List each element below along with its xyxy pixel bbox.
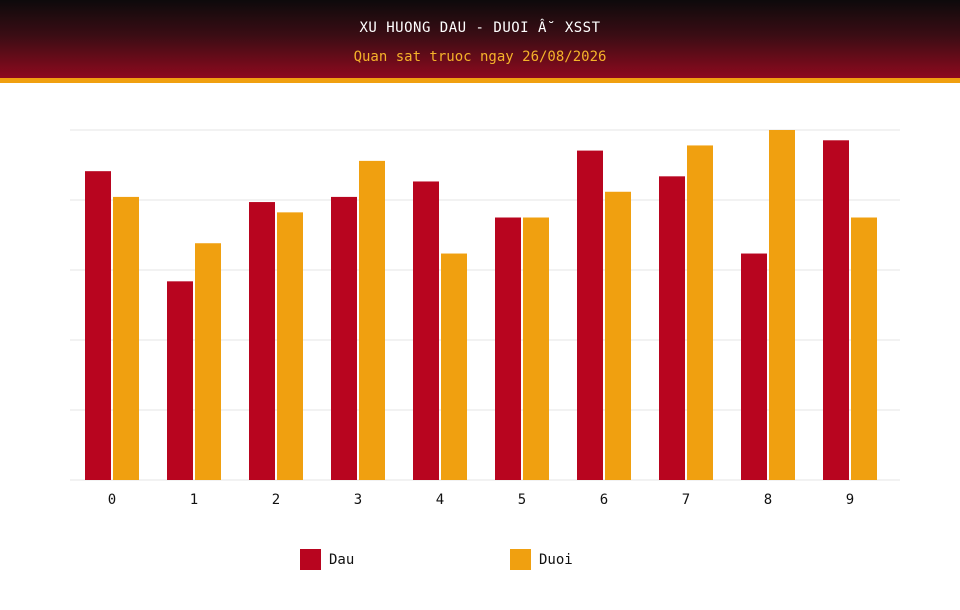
x-tick-label: 2 [272, 492, 280, 508]
legend-label-duoi: Duoi [539, 551, 573, 568]
bar-duoi-4[interactable] [441, 253, 467, 480]
x-tick-label: 9 [846, 492, 854, 508]
bar-duoi-1[interactable] [195, 243, 221, 480]
bar-duoi-7[interactable] [687, 145, 713, 481]
chart-header: XU HUONG DAU - DUOI Â˘ XSST Quan sat tru… [0, 0, 960, 83]
legend-label-dau: Dau [329, 551, 355, 568]
legend-swatch-dau [300, 549, 321, 570]
x-tick-label: 4 [436, 492, 444, 508]
legend-item-duoi[interactable]: Duoi [510, 549, 573, 570]
legend-item-dau[interactable]: Dau [300, 549, 354, 570]
bar-duoi-3[interactable] [359, 160, 385, 480]
x-tick-label: 6 [600, 492, 608, 508]
x-tick-label: 7 [682, 492, 690, 508]
chart-subtitle: Quan sat truoc ngay 26/08/2026 [353, 49, 607, 65]
bar-duoi-6[interactable] [605, 191, 631, 480]
bar-duoi-2[interactable] [277, 212, 303, 480]
bar-dau-6[interactable] [577, 150, 603, 480]
x-tick-label: 5 [518, 492, 526, 508]
bar-dau-7[interactable] [659, 176, 685, 480]
bar-dau-5[interactable] [495, 217, 521, 481]
bar-dau-0[interactable] [85, 171, 111, 481]
x-tick-label: 3 [354, 492, 362, 508]
bar-dau-4[interactable] [413, 181, 439, 480]
bar-duoi-5[interactable] [523, 217, 549, 481]
bar-dau-2[interactable] [249, 202, 275, 480]
bar-duoi-8[interactable] [769, 130, 795, 480]
chart-title: XU HUONG DAU - DUOI Â˘ XSST [359, 20, 601, 36]
bar-dau-8[interactable] [741, 253, 767, 480]
x-tick-label: 1 [190, 492, 198, 508]
bar-duoi-0[interactable] [113, 196, 139, 481]
legend-swatch-duoi [510, 549, 531, 570]
bar-duoi-9[interactable] [851, 217, 877, 481]
bar-dau-1[interactable] [167, 281, 193, 480]
x-tick-label: 8 [764, 492, 772, 508]
bar-dau-3[interactable] [331, 196, 357, 481]
chart-legend: Dau Duoi [0, 549, 960, 573]
x-tick-label: 0 [108, 492, 116, 508]
bar-dau-9[interactable] [823, 140, 849, 480]
